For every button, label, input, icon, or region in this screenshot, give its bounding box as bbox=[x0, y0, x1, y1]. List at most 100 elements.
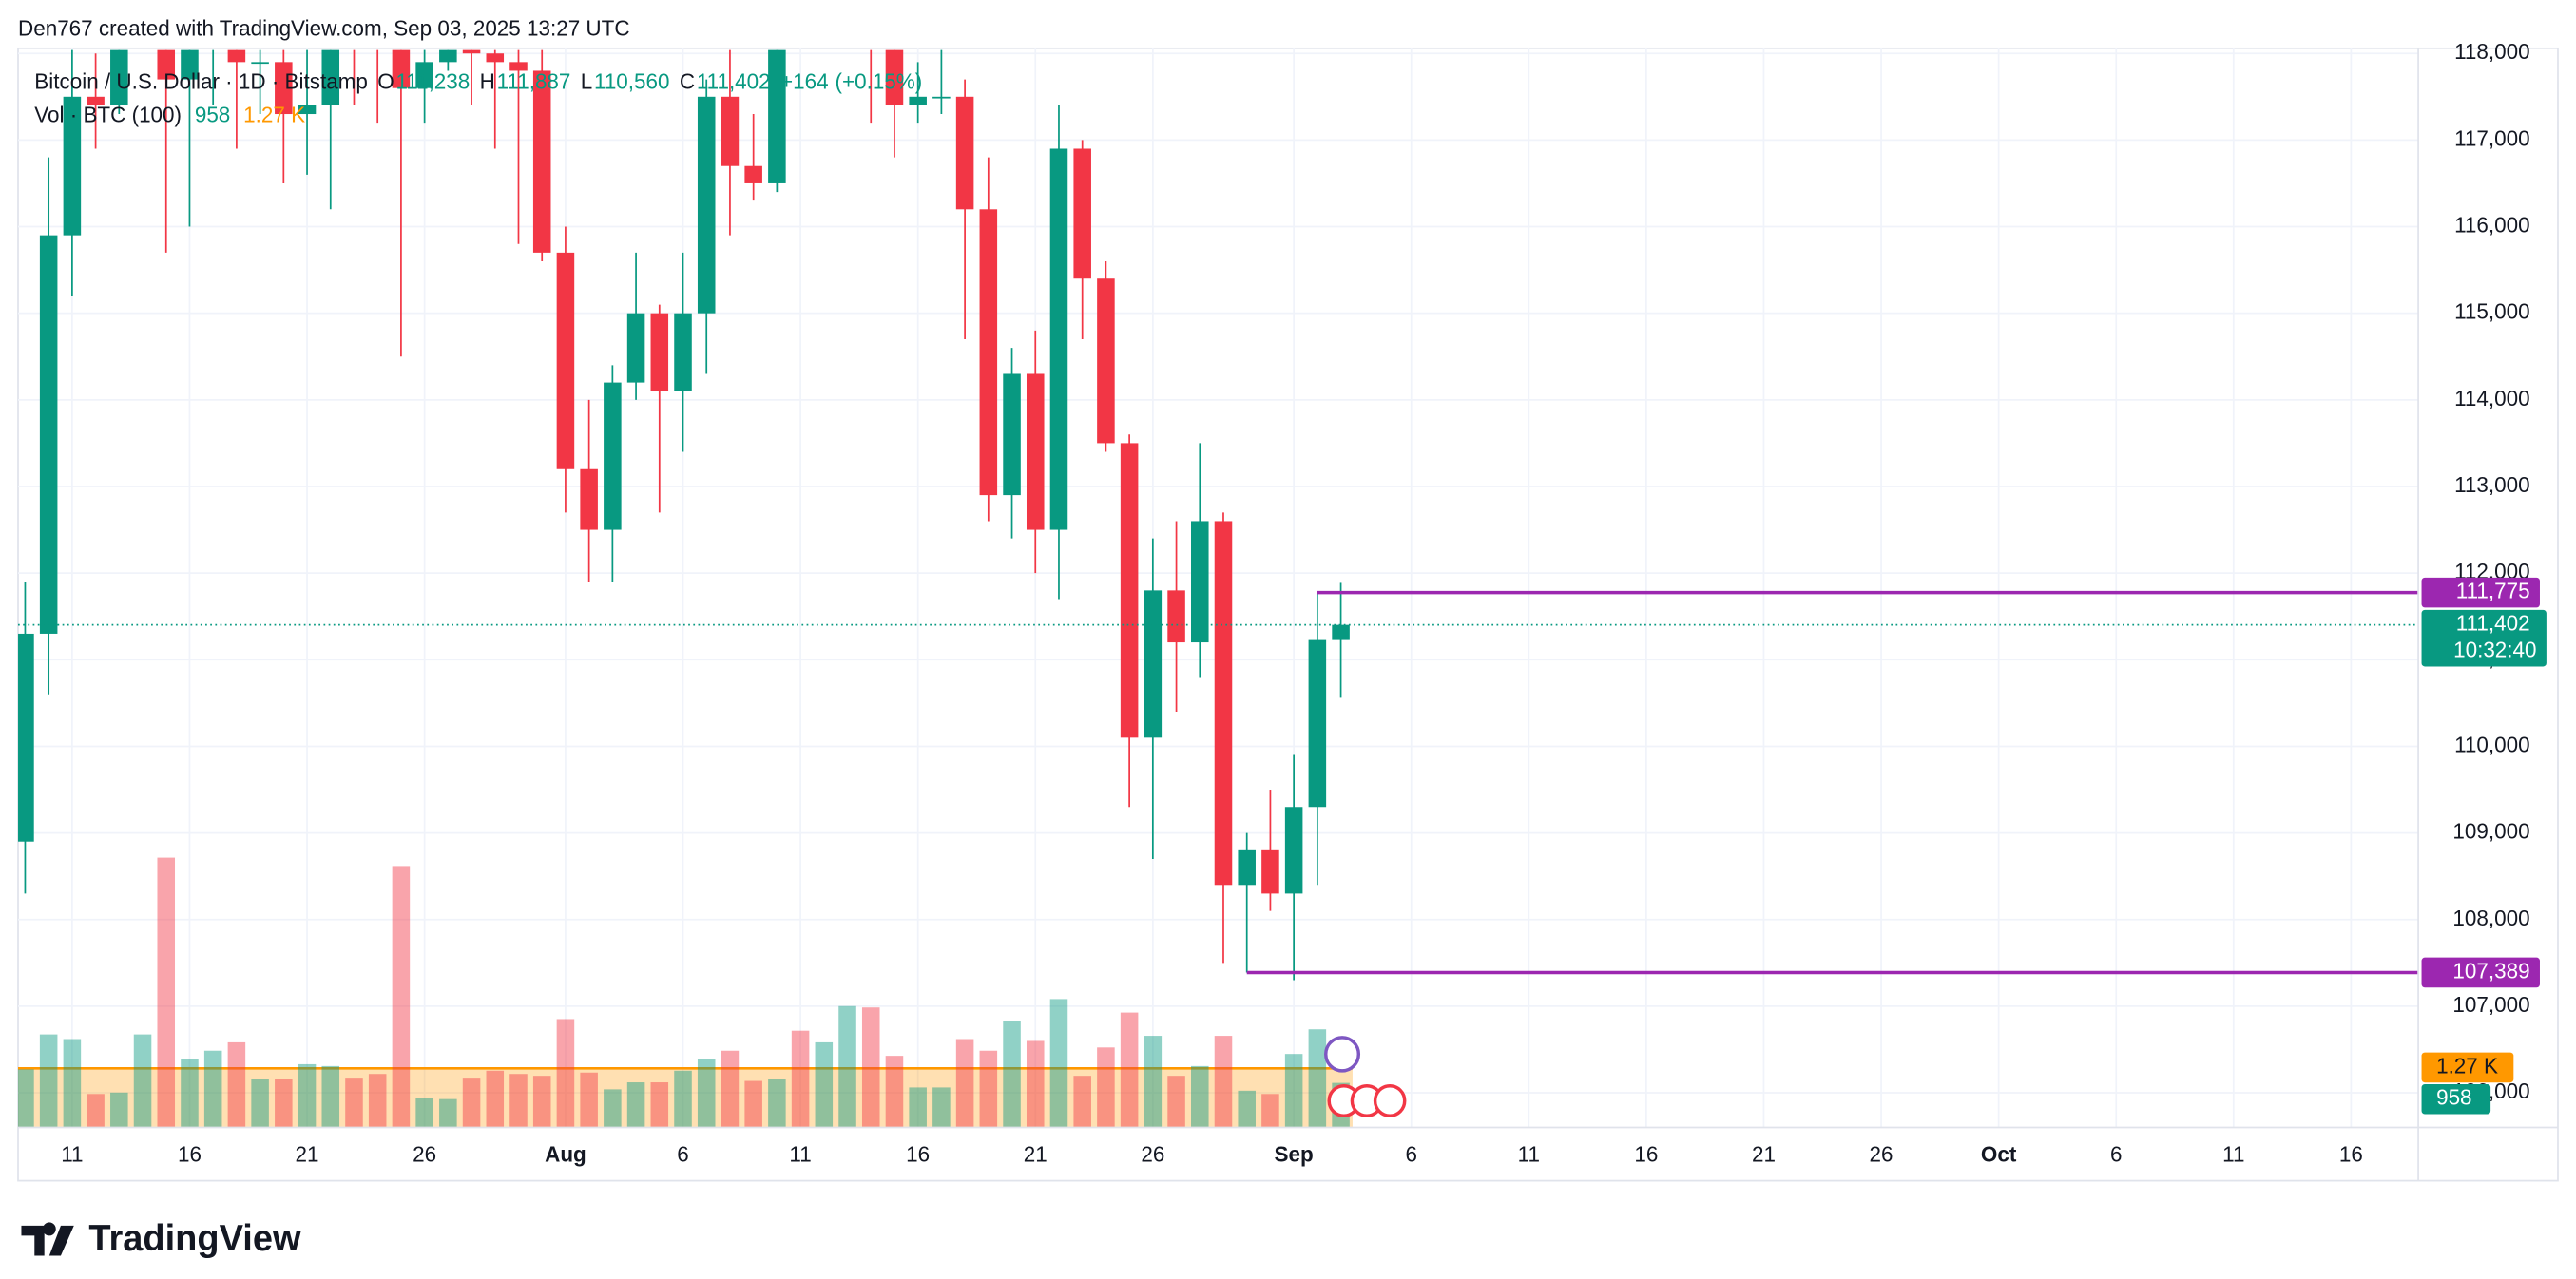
candle-body bbox=[1073, 148, 1091, 279]
volume-bar bbox=[556, 1019, 575, 1128]
legend-key: H bbox=[480, 70, 495, 94]
candle-body bbox=[580, 468, 598, 530]
last-price-label: 111,402 bbox=[2456, 612, 2530, 636]
price-pane bbox=[18, 49, 1350, 981]
volume-bar bbox=[674, 1070, 692, 1128]
volume-legend: Vol · BTC (100) 958 1.27 K bbox=[34, 104, 305, 127]
overlays: 106,000107,000108,000109,000110,000111,0… bbox=[18, 40, 2547, 1166]
candle-body bbox=[721, 96, 740, 166]
x-tick-label: 26 bbox=[413, 1142, 436, 1166]
volume-bar bbox=[1191, 1065, 1209, 1128]
candle-body bbox=[1003, 373, 1021, 496]
volume-bar bbox=[909, 1087, 927, 1128]
y-tick-label: 107,000 bbox=[2452, 993, 2529, 1017]
x-tick-label: 11 bbox=[61, 1142, 83, 1166]
x-tick-label: 11 bbox=[789, 1142, 811, 1166]
candle-body bbox=[885, 49, 904, 105]
volume-bar bbox=[885, 1056, 904, 1128]
candle-body bbox=[744, 165, 762, 183]
volume-bar bbox=[486, 1070, 505, 1128]
volume-bar bbox=[1214, 1036, 1233, 1128]
level-tag bbox=[2421, 577, 2540, 608]
candle-body bbox=[275, 62, 293, 115]
candle-body bbox=[650, 313, 669, 391]
legend-value: 111,402 bbox=[697, 70, 771, 94]
legend-key: O bbox=[377, 70, 394, 94]
volume-bar bbox=[87, 1094, 105, 1128]
volume-bar bbox=[321, 1065, 340, 1128]
candle-body bbox=[1167, 590, 1185, 643]
x-tick-label: 6 bbox=[677, 1142, 688, 1166]
y-tick-label: 117,000 bbox=[2454, 126, 2530, 150]
volume-bar bbox=[932, 1087, 951, 1128]
volume-bar bbox=[721, 1050, 740, 1128]
candle-body bbox=[509, 62, 528, 71]
logo-icon bbox=[21, 1222, 74, 1256]
volume-tag bbox=[2421, 1083, 2491, 1115]
volume-bar bbox=[251, 1079, 269, 1128]
candle-body bbox=[1026, 373, 1045, 530]
volume-ma-tag bbox=[2421, 1052, 2514, 1083]
candle-body bbox=[1144, 590, 1163, 738]
volume-bar bbox=[1308, 1029, 1327, 1128]
y-tick-label: 116,000 bbox=[2454, 213, 2530, 237]
volume-bar bbox=[861, 1007, 880, 1128]
volume-ma-area bbox=[18, 1068, 1353, 1128]
candle-body bbox=[674, 313, 692, 391]
candle-body bbox=[1120, 443, 1139, 738]
last-price-tag bbox=[2421, 609, 2547, 667]
legend-key: L bbox=[581, 70, 592, 94]
y-tick-label: 110,000 bbox=[2454, 733, 2530, 756]
y-tick-label: 108,000 bbox=[2452, 907, 2529, 930]
volume-bar bbox=[415, 1098, 433, 1128]
x-tick-label: 21 bbox=[1024, 1142, 1048, 1166]
x-tick-label: 21 bbox=[296, 1142, 319, 1166]
level-label: 111,775 bbox=[2456, 580, 2530, 603]
level-tag bbox=[2421, 957, 2540, 988]
candle-body bbox=[626, 313, 645, 383]
frame bbox=[17, 47, 2559, 1182]
candle-body bbox=[932, 96, 951, 99]
volume-bar bbox=[39, 1034, 58, 1128]
legend-change-pct: (+0.15%) bbox=[836, 70, 923, 94]
volume-bar bbox=[203, 1050, 222, 1128]
x-tick-label: 21 bbox=[1752, 1142, 1776, 1166]
volume-bar bbox=[63, 1039, 82, 1128]
candle-body bbox=[1238, 849, 1256, 886]
candle-body bbox=[181, 49, 199, 80]
logo-text: TradingView bbox=[88, 1218, 300, 1259]
candle-body bbox=[697, 96, 716, 314]
candle-body bbox=[1097, 278, 1115, 444]
candle-body bbox=[768, 49, 786, 183]
x-tick-label: 16 bbox=[2339, 1142, 2363, 1166]
volume-bar bbox=[1284, 1054, 1303, 1128]
volume-bar bbox=[838, 1005, 856, 1128]
x-tick-label: 11 bbox=[2222, 1142, 2244, 1166]
volume-value: 958 bbox=[195, 104, 230, 127]
volume-bar bbox=[227, 1041, 246, 1128]
volume-bar bbox=[1167, 1076, 1185, 1128]
volume-bar bbox=[181, 1059, 199, 1128]
candle-body bbox=[955, 96, 974, 210]
x-tick-label: 16 bbox=[178, 1142, 202, 1166]
volume-bar bbox=[392, 866, 411, 1128]
legend-symbol: Bitcoin / U.S. Dollar · 1D · Bitstamp bbox=[34, 70, 368, 94]
candle-body bbox=[909, 96, 927, 105]
x-tick-label: 11 bbox=[1518, 1142, 1540, 1166]
candle-body bbox=[251, 62, 269, 65]
event-icon bbox=[1324, 1036, 1361, 1073]
legend-change: +164 bbox=[780, 70, 829, 94]
volume-bar bbox=[815, 1041, 834, 1128]
candle-body bbox=[63, 96, 82, 236]
volume-bar bbox=[532, 1076, 551, 1128]
y-tick-label: 113,000 bbox=[2454, 473, 2530, 497]
candle-body bbox=[1261, 849, 1279, 894]
volume-bar bbox=[979, 1050, 998, 1128]
y-tick-label: 115,000 bbox=[2454, 300, 2530, 324]
x-tick-label: Aug bbox=[545, 1142, 586, 1166]
volume-bar bbox=[1261, 1094, 1279, 1128]
candle-body bbox=[486, 53, 505, 63]
volume-bar bbox=[275, 1079, 293, 1128]
legend-value: 111,887 bbox=[497, 70, 571, 94]
x-tick-label: 26 bbox=[1870, 1142, 1894, 1166]
